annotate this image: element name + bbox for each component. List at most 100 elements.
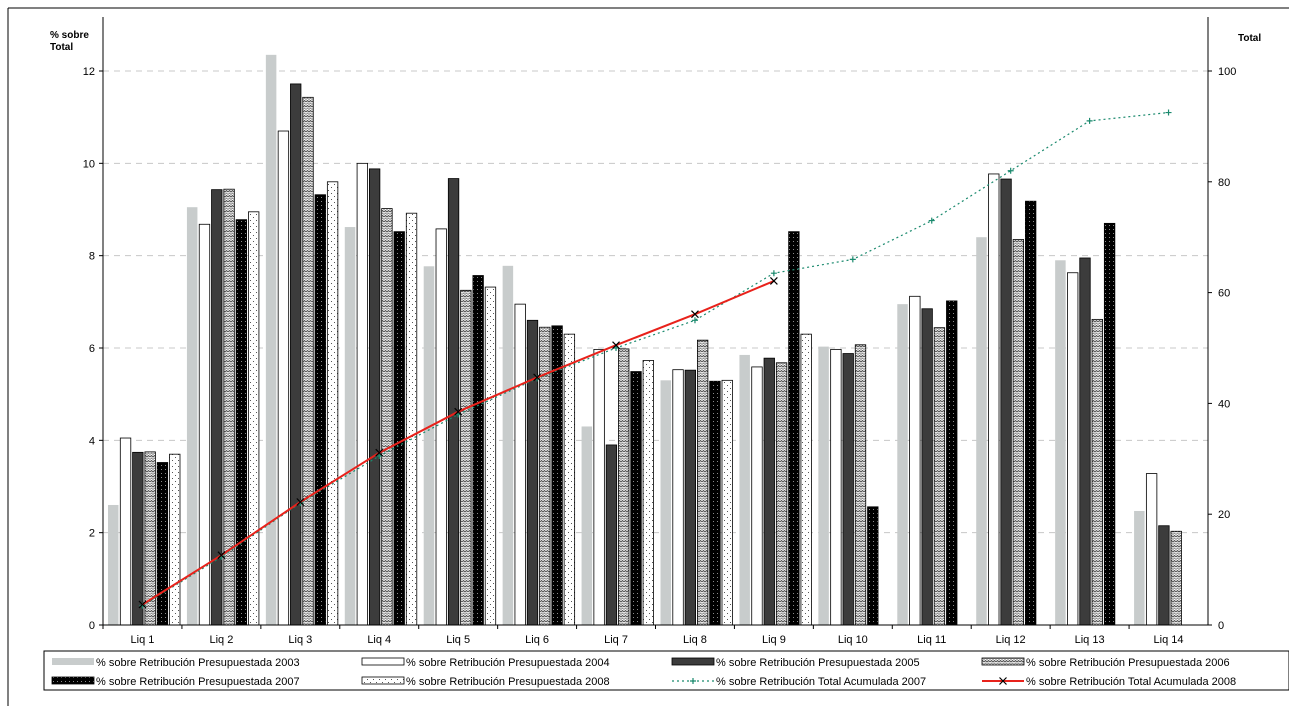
line-point xyxy=(376,453,383,460)
bar xyxy=(460,289,472,626)
x-tick-label: Liq 6 xyxy=(525,634,549,646)
line-series-group xyxy=(138,109,1172,609)
bar xyxy=(223,188,235,626)
bar xyxy=(660,380,671,625)
bar xyxy=(988,173,1000,626)
legend-label: % sobre Retribución Total Acumulada 2007 xyxy=(716,676,926,688)
bar xyxy=(1158,525,1170,626)
legend-swatch xyxy=(361,657,405,666)
line-point xyxy=(612,341,620,350)
bar xyxy=(672,369,684,626)
x-tick-label: Liq 8 xyxy=(683,634,707,646)
bar xyxy=(775,362,788,626)
bar xyxy=(1055,260,1066,625)
legend-label: % sobre Retribución Presupuestada 2008 xyxy=(406,676,610,688)
bar xyxy=(156,462,169,626)
bar xyxy=(867,506,879,626)
bar xyxy=(709,380,721,626)
y-right-tick-label: 0 xyxy=(1218,620,1224,632)
x-tick-label: Liq 4 xyxy=(367,634,391,646)
line-point xyxy=(1086,117,1093,124)
bar xyxy=(1134,510,1145,625)
bar xyxy=(721,379,733,626)
y-left-axis-title-line: Total xyxy=(50,42,73,53)
line-point xyxy=(928,217,935,224)
legend: % sobre Retribución Presupuestada 2003 % … xyxy=(43,650,1289,691)
bar xyxy=(1025,200,1037,626)
y-left-tick-label: 4 xyxy=(89,435,95,447)
x-tick-label: Liq 14 xyxy=(1154,634,1184,646)
line-point xyxy=(769,277,778,285)
bar xyxy=(326,181,339,626)
bar xyxy=(933,327,946,626)
bar xyxy=(976,237,987,625)
bar xyxy=(290,83,302,626)
bar xyxy=(946,300,958,626)
bar xyxy=(581,426,593,625)
bar xyxy=(897,304,908,625)
legend-label: % sobre Retribución Presupuestada 2006 xyxy=(1026,657,1230,669)
y-left-tick-label: 12 xyxy=(83,66,95,78)
bar xyxy=(302,96,314,626)
legend-swatch xyxy=(51,676,95,685)
line-point xyxy=(770,270,777,277)
bar xyxy=(277,130,290,626)
x-tick-label: Liq 12 xyxy=(996,634,1026,646)
bar xyxy=(1091,318,1103,626)
line-point xyxy=(296,498,305,506)
legend-label: % sobre Retribución Total Acumulada 2008 xyxy=(1026,676,1236,688)
legend-label: % sobre Retribución Presupuestada 2007 xyxy=(96,676,300,688)
y-left-tick-label: 0 xyxy=(89,620,95,632)
bar xyxy=(1170,530,1182,626)
bar xyxy=(1067,272,1079,626)
y-left-tick-label: 2 xyxy=(89,528,95,540)
y-left-tick-label: 6 xyxy=(89,343,95,355)
bar xyxy=(484,286,497,626)
bar xyxy=(684,369,696,626)
bar xyxy=(842,353,854,626)
y-right-tick-label: 40 xyxy=(1218,398,1230,410)
bar xyxy=(447,178,460,626)
bar xyxy=(830,348,842,626)
bar xyxy=(751,366,763,626)
y-right-tick-label: 80 xyxy=(1218,177,1230,189)
bar xyxy=(800,333,812,626)
bar xyxy=(132,451,144,626)
legend-marker xyxy=(999,677,1007,685)
line-point xyxy=(533,373,542,382)
legend-box xyxy=(43,650,1289,691)
line-point xyxy=(691,310,699,319)
y-left-tick-label: 10 xyxy=(83,158,95,170)
bar xyxy=(472,275,484,626)
legend-label: % sobre Retribución Presupuestada 2004 xyxy=(406,657,610,669)
legend-swatch xyxy=(671,657,715,666)
y-right-axis-title: Total xyxy=(1238,33,1261,44)
bar xyxy=(618,348,630,626)
bar xyxy=(435,228,447,626)
bar xyxy=(1103,222,1116,626)
bar xyxy=(739,354,750,625)
bar xyxy=(788,231,800,626)
x-tick-label: Liq 10 xyxy=(838,634,868,646)
bar xyxy=(186,207,198,626)
x-tick-label: Liq 3 xyxy=(288,634,312,646)
x-tick-label: Liq 11 xyxy=(917,634,946,646)
bar xyxy=(169,453,181,626)
bar xyxy=(818,346,829,625)
line-point xyxy=(454,407,463,416)
x-tick-label: Liq 9 xyxy=(762,634,786,646)
bar xyxy=(763,357,775,626)
bar-series-group xyxy=(108,54,1182,626)
line-point xyxy=(138,600,147,609)
x-tick-label: Liq 13 xyxy=(1075,634,1105,646)
bar xyxy=(405,212,418,626)
bar xyxy=(381,208,393,626)
line-point xyxy=(375,448,384,457)
line-point xyxy=(1165,109,1172,116)
legend-swatch xyxy=(981,657,1025,666)
bar xyxy=(344,227,356,625)
line-point xyxy=(849,256,856,263)
bar xyxy=(630,371,642,626)
bar xyxy=(393,231,405,626)
